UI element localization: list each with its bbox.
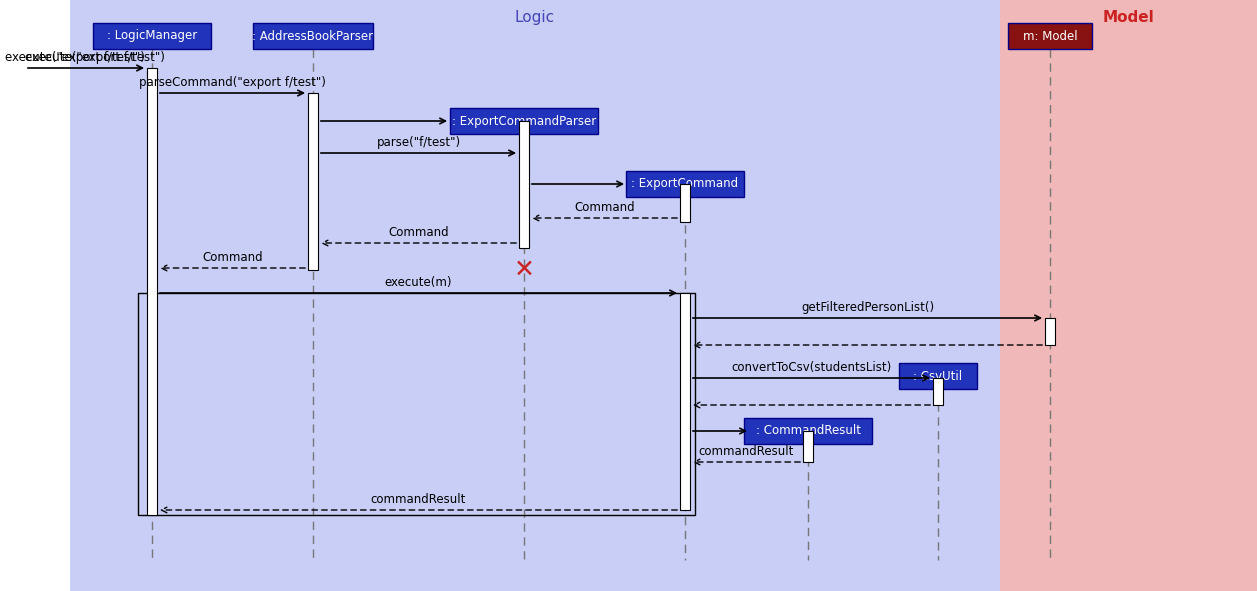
Bar xyxy=(803,431,813,462)
Text: : AddressBookParser: : AddressBookParser xyxy=(253,30,373,43)
Bar xyxy=(1045,318,1055,345)
Text: Command: Command xyxy=(202,251,263,264)
Text: ✕: ✕ xyxy=(514,258,534,282)
Bar xyxy=(1008,23,1092,49)
Text: parseCommand("export f/test"): parseCommand("export f/test") xyxy=(140,76,326,89)
Text: execute("export f/test"): execute("export f/test") xyxy=(5,51,145,64)
Bar xyxy=(680,184,690,222)
Bar xyxy=(933,378,943,405)
Text: Model: Model xyxy=(1102,10,1154,25)
Text: : LogicManager: : LogicManager xyxy=(107,30,197,43)
Text: commandResult: commandResult xyxy=(371,493,466,506)
Bar xyxy=(308,93,318,270)
Bar xyxy=(744,418,872,444)
Bar xyxy=(450,108,598,134)
Text: : ExportCommand: : ExportCommand xyxy=(631,177,739,190)
Bar xyxy=(899,363,977,389)
Text: parse("f/test"): parse("f/test") xyxy=(376,136,460,149)
Bar xyxy=(519,121,529,248)
Text: : CsvUtil: : CsvUtil xyxy=(914,369,963,382)
Bar xyxy=(147,68,157,515)
Text: execute(m): execute(m) xyxy=(385,276,453,289)
Bar xyxy=(626,171,744,197)
Text: Command: Command xyxy=(574,201,635,214)
Bar xyxy=(70,0,1001,591)
Bar xyxy=(93,23,211,49)
Bar xyxy=(253,23,373,49)
Text: getFilteredPersonList(): getFilteredPersonList() xyxy=(801,301,934,314)
Text: Command: Command xyxy=(388,226,449,239)
Bar xyxy=(1001,0,1257,591)
Text: commandResult: commandResult xyxy=(699,445,794,458)
Bar xyxy=(138,293,695,515)
Text: : CommandResult: : CommandResult xyxy=(755,424,861,437)
Bar xyxy=(680,293,690,510)
Text: m: Model: m: Model xyxy=(1023,30,1077,43)
Text: execute("export f/test"): execute("export f/test") xyxy=(25,51,165,64)
Text: : ExportCommandParser: : ExportCommandParser xyxy=(451,115,596,128)
Text: convertToCsv(studentsList): convertToCsv(studentsList) xyxy=(732,361,891,374)
Text: Logic: Logic xyxy=(515,10,556,25)
